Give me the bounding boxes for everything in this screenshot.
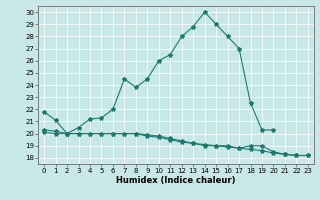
X-axis label: Humidex (Indice chaleur): Humidex (Indice chaleur) xyxy=(116,176,236,185)
